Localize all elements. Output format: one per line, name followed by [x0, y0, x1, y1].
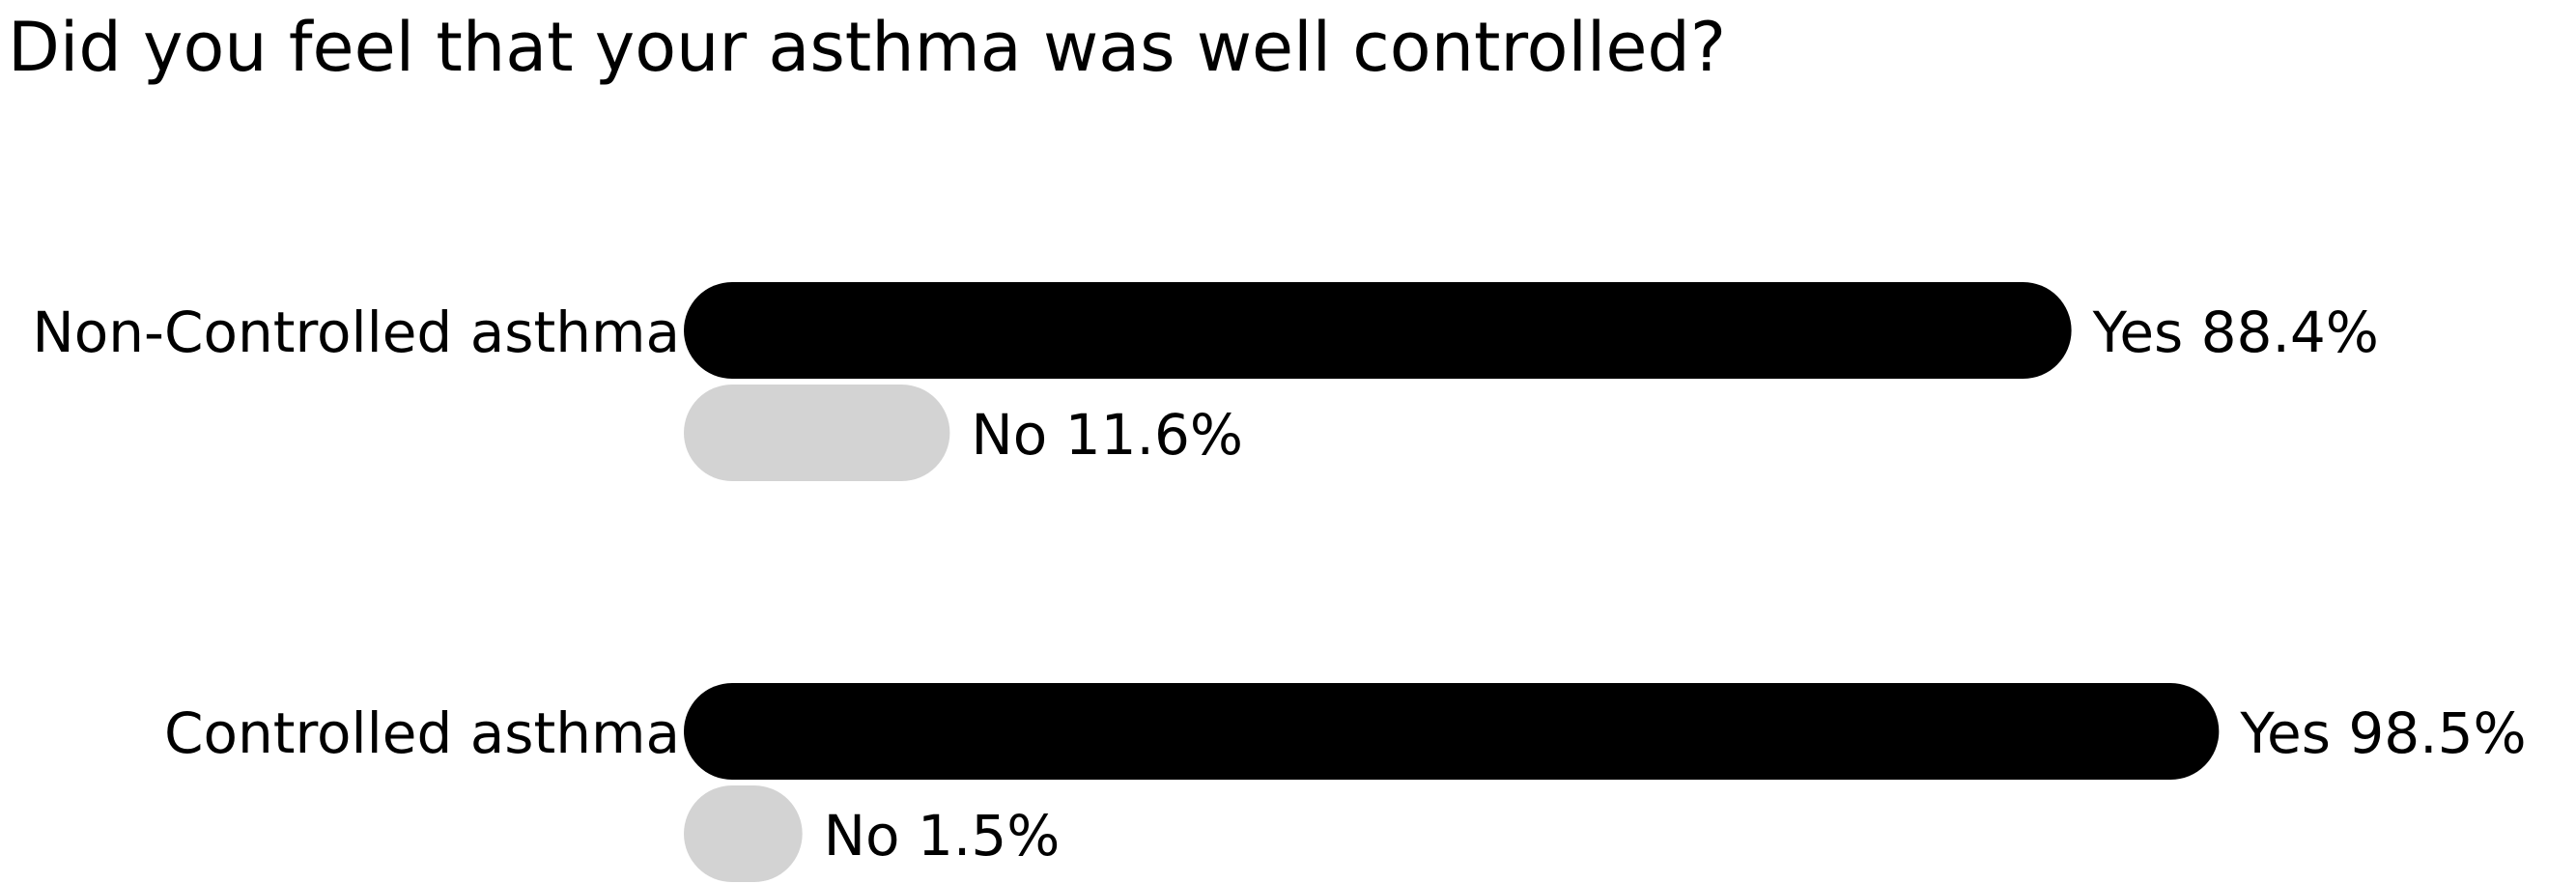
category-label: Non-Controlled asthma [32, 299, 680, 365]
bar-no [684, 385, 950, 481]
data-label: No 11.6% [971, 402, 1243, 468]
bar-no [684, 785, 803, 882]
bar-yes [684, 683, 2220, 780]
data-label: Yes 98.5% [2239, 700, 2526, 766]
data-label: Yes 88.4% [2092, 299, 2379, 365]
bar-yes [684, 282, 2072, 379]
data-label: No 1.5% [824, 803, 1061, 869]
chart-title: Did you feel that your asthma was well c… [8, 8, 1727, 87]
category-label: Controlled asthma [164, 700, 680, 766]
